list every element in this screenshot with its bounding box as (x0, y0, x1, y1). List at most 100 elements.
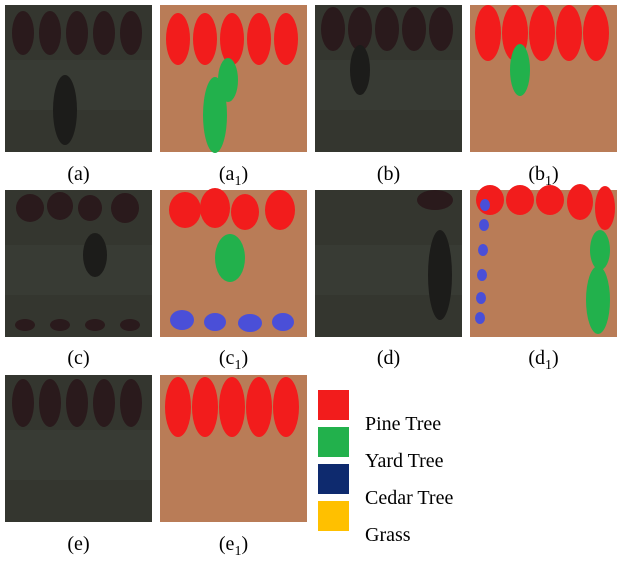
legend-swatch (318, 464, 349, 494)
panel-label: (e1) (219, 533, 248, 559)
tree-shadow (83, 233, 107, 277)
tree-shadow (111, 193, 139, 223)
label-text: (b (377, 163, 394, 185)
label-text: ) (552, 163, 559, 185)
pine-tree-region (193, 13, 217, 65)
tree-shadow (93, 11, 115, 55)
label-subscript: 1 (545, 358, 552, 373)
aerial-image (315, 5, 462, 152)
panel-label: (a1) (219, 163, 248, 189)
pine-tree-region (219, 377, 245, 437)
label-text: ) (241, 533, 248, 555)
label-text: ) (83, 163, 90, 185)
tree-shadow (120, 379, 142, 427)
legend-swatch (318, 390, 349, 420)
tree-shadow (66, 11, 88, 55)
legend-label: Yard Tree (365, 450, 444, 472)
cedar-tree-region (170, 310, 194, 330)
panel-label: (a) (67, 163, 89, 185)
pine-tree-region (556, 5, 582, 61)
label-text: (d (377, 347, 394, 369)
segmentation-mask (470, 184, 617, 337)
segmentation-mask (160, 375, 307, 522)
tree-shadow (321, 7, 345, 51)
label-subscript: 1 (234, 544, 241, 559)
tree-shadow (120, 319, 140, 331)
pine-tree-region (200, 188, 230, 228)
tree-shadow (78, 195, 102, 221)
panel-label: (d1) (528, 347, 558, 373)
segmentation-mask (160, 188, 307, 337)
pine-tree-region (595, 186, 615, 230)
pine-tree-region (476, 185, 504, 215)
panel-label: (c1) (219, 347, 248, 373)
tree-shadow (429, 7, 453, 51)
image-band (5, 430, 152, 480)
tree-shadow (50, 319, 70, 331)
cedar-tree-region (204, 313, 226, 331)
label-subscript: 1 (234, 358, 241, 373)
pine-tree-region (231, 194, 259, 230)
legend-label: Grass (365, 524, 411, 546)
tree-shadow (402, 7, 426, 51)
yard-tree-region (215, 234, 245, 282)
tree-shadow (93, 379, 115, 427)
pine-tree-region (273, 377, 299, 437)
tree-shadow (66, 379, 88, 427)
cedar-tree-region (480, 199, 490, 211)
cedar-tree-region (272, 313, 294, 331)
tree-shadow (53, 75, 77, 145)
label-text: (e (219, 533, 235, 555)
pine-tree-region (192, 377, 218, 437)
tree-shadow (12, 11, 34, 55)
label-text: ) (241, 163, 248, 185)
label-text: (c (219, 347, 235, 369)
pine-tree-region (169, 192, 201, 228)
pine-tree-region (583, 5, 609, 61)
cedar-tree-region (478, 244, 488, 256)
label-text: (c (67, 347, 83, 369)
tree-shadow (120, 11, 142, 55)
label-text: (a (219, 163, 235, 185)
segmentation-mask (470, 5, 617, 152)
label-text: ) (394, 347, 401, 369)
tree-shadow (12, 379, 34, 427)
image-band (5, 245, 152, 295)
pine-tree-region (536, 185, 564, 215)
label-text: ) (241, 347, 248, 369)
cedar-tree-region (479, 219, 489, 231)
image-band (5, 60, 152, 110)
tree-shadow (350, 45, 370, 95)
label-text: ) (552, 347, 559, 369)
segmentation-mask (160, 5, 307, 153)
panel-label: (d) (377, 347, 400, 369)
label-text: ) (394, 163, 401, 185)
label-text: (b (528, 163, 545, 185)
pine-tree-region (265, 190, 295, 230)
tree-shadow (15, 319, 35, 331)
panel-label: (b) (377, 163, 400, 185)
pine-tree-region (529, 5, 555, 61)
legend-label: Cedar Tree (365, 487, 453, 509)
legend-swatch (318, 427, 349, 457)
cedar-tree-region (475, 312, 485, 324)
tree-shadow (47, 192, 73, 220)
yard-tree-region (590, 230, 610, 270)
label-text: ) (83, 347, 90, 369)
yard-tree-region (586, 266, 610, 334)
panel-label: (c) (67, 347, 89, 369)
tree-shadow (16, 194, 44, 222)
legend-label: Pine Tree (365, 413, 441, 435)
pine-tree-region (506, 185, 534, 215)
yard-tree-region (218, 58, 238, 102)
pine-tree-region (247, 13, 271, 65)
label-text: (d (528, 347, 545, 369)
label-text: (e (67, 533, 83, 555)
cedar-tree-region (476, 292, 486, 304)
legend-swatch (318, 501, 349, 531)
yard-tree-region (510, 44, 530, 96)
pine-tree-region (475, 5, 501, 61)
aerial-image (5, 375, 152, 522)
panel-label: (b1) (528, 163, 558, 189)
pine-tree-region (165, 377, 191, 437)
